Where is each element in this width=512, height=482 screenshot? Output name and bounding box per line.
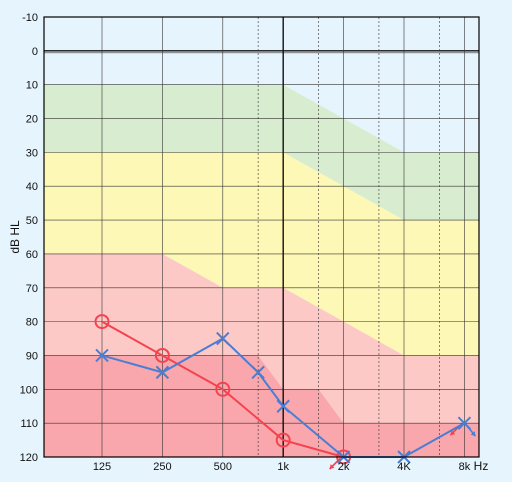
y-tick-label: 120 bbox=[20, 452, 38, 464]
y-tick-label: 10 bbox=[26, 80, 38, 92]
y-tick-label: 0 bbox=[32, 46, 38, 58]
severity-band-4 bbox=[44, 355, 479, 457]
no-response-arrowhead bbox=[470, 431, 476, 437]
x-tick-label: 4K bbox=[397, 461, 411, 473]
series-line bbox=[101, 320, 344, 458]
x-tick-label: 8k bbox=[459, 461, 471, 473]
y-tick-label: 70 bbox=[26, 283, 38, 295]
y-axis-label: dB HL bbox=[8, 220, 22, 254]
data-point bbox=[155, 365, 170, 380]
severity-band-3 bbox=[44, 253, 479, 424]
y-tick-label: 20 bbox=[26, 114, 38, 126]
series-1 bbox=[94, 314, 462, 470]
data-point bbox=[215, 381, 231, 397]
y-tick-label: 60 bbox=[26, 249, 38, 261]
y-tick-label: 30 bbox=[26, 147, 38, 159]
y-tick-label: 80 bbox=[26, 317, 38, 329]
x-tick-label: 500 bbox=[214, 461, 232, 473]
grid bbox=[44, 16, 479, 458]
no-response-arrowhead bbox=[329, 464, 335, 469]
y-tick-label: 100 bbox=[20, 384, 38, 396]
y-tick-label: 40 bbox=[26, 181, 38, 193]
data-point bbox=[275, 432, 291, 448]
data-point bbox=[94, 314, 110, 330]
data-point bbox=[251, 365, 265, 380]
data-point bbox=[95, 348, 109, 363]
y-tick-label: -10 bbox=[22, 12, 38, 24]
x-tick-label: 1k bbox=[277, 461, 289, 473]
x-tick-label: 125 bbox=[93, 461, 111, 473]
y-tick-label: 110 bbox=[20, 418, 38, 430]
data-point bbox=[276, 399, 290, 413]
axes: -10 0 10 20 30 40 50 60 70 80 90 100 110 120 125 250 500… bbox=[20, 12, 480, 473]
x-axis-label: Hz bbox=[474, 459, 489, 473]
data-point bbox=[216, 331, 230, 346]
x-tick-label: 2k bbox=[338, 461, 350, 473]
plot-frame bbox=[43, 16, 480, 458]
y-tick-label: 90 bbox=[26, 350, 38, 362]
x-tick-label: 250 bbox=[153, 461, 171, 473]
no-response-arrowhead bbox=[450, 430, 456, 436]
data-point bbox=[154, 347, 170, 363]
y-tick-label: 50 bbox=[26, 215, 38, 227]
